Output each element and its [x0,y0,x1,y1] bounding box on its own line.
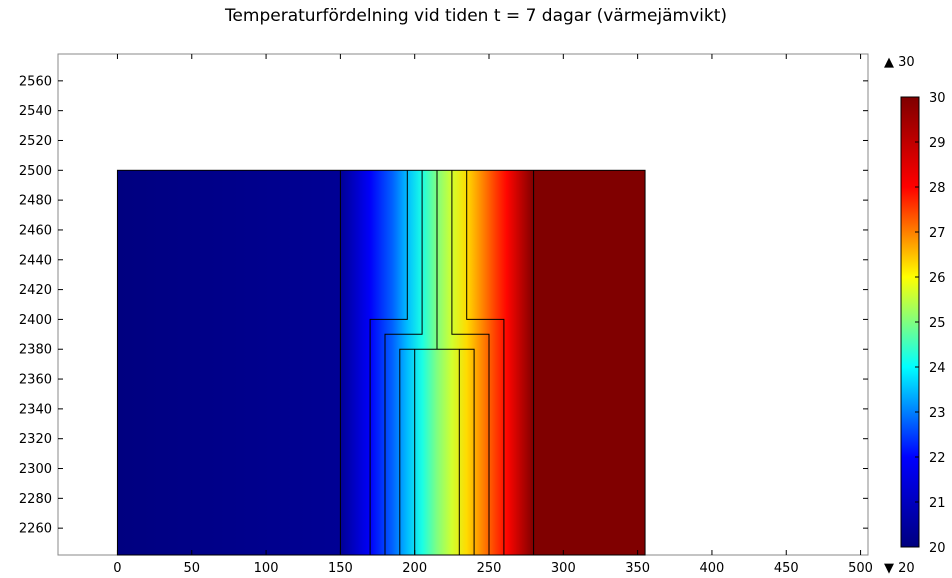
boundary-line-7 [466,170,505,555]
y-tick-label: 2400 [19,313,52,328]
y-tick-label: 2480 [19,194,52,209]
x-tick-label: 250 [477,561,502,576]
y-tick-label: 2460 [19,223,52,238]
colorbar-tick-label: 22 [929,451,946,466]
y-tick-label: 2500 [19,164,52,179]
colorbar-tick-label: 24 [929,361,946,376]
y-tick-label: 2260 [19,522,52,537]
x-tick-label: 450 [774,561,799,576]
boundary-line-2 [384,170,423,555]
x-tick-label: 350 [625,561,650,576]
colorbar-tick-label: 23 [929,406,946,421]
y-tick-label: 2360 [19,373,52,388]
boundary-line-1 [369,170,408,555]
y-tick-label: 2520 [19,134,52,149]
x-tick-label: 150 [328,561,353,576]
x-tick-label: 500 [848,561,873,576]
colorbar-max-label: ▲ 30 [884,55,915,70]
colorbar-tick-label: 25 [929,316,946,331]
x-tick-label: 300 [551,561,576,576]
y-tick-label: 2320 [19,432,52,447]
heat-field [116,169,646,556]
x-tick-label: 50 [183,561,200,576]
colorbar-tick-label: 21 [929,496,946,511]
colorbar-tick-label: 29 [929,136,946,151]
y-tick-label: 2300 [19,462,52,477]
x-tick-label: 200 [402,561,427,576]
y-tick-label: 2440 [19,253,52,268]
colorbar-tick-label: 30 [929,91,946,106]
chart-title: Temperaturfördelning vid tiden t = 7 dag… [224,6,728,26]
colorbar-tick-label: 27 [929,226,946,241]
colorbar-tick-label: 28 [929,181,946,196]
colorbar-tick-label: 20 [929,541,946,556]
y-tick-label: 2380 [19,343,52,358]
y-tick-label: 2560 [19,74,52,89]
colorbar-tick-label: 26 [929,271,946,286]
x-tick-label: 400 [700,561,725,576]
x-tick-label: 0 [113,561,121,576]
colorbar-min-label: ▼ 20 [884,561,915,576]
y-tick-label: 2280 [19,492,52,507]
x-tick-label: 100 [254,561,279,576]
y-tick-label: 2420 [19,283,52,298]
boundary-line-6 [451,170,490,555]
y-tick-label: 2340 [19,402,52,417]
y-tick-label: 2540 [19,104,52,119]
